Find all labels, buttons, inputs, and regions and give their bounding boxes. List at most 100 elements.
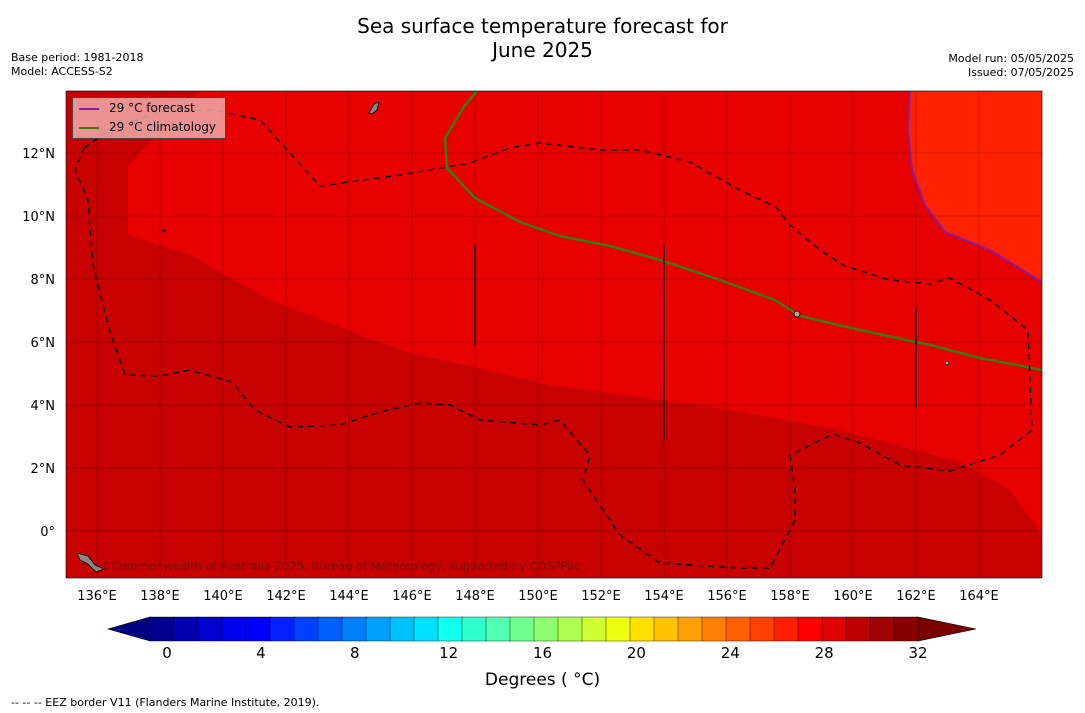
latitude-tick-label: 8°N — [31, 273, 56, 288]
legend-item-climatology: 29 °C climatology — [79, 119, 216, 135]
colorbar-segment — [149, 616, 175, 642]
sst-zone-warm — [128, 91, 1042, 535]
colorbar-segment — [269, 616, 295, 642]
colorbar-segment — [173, 616, 199, 642]
longitude-tick-label: 160°E — [833, 589, 873, 604]
latitude-tick-label: 6°N — [31, 336, 56, 351]
longitude-tick-label: 142°E — [266, 589, 306, 604]
climatology-29c-isotherm — [443, 90, 1043, 372]
map-title: Sea surface temperature forecast for Jun… — [0, 14, 1085, 62]
colorbar-tick-label: 8 — [350, 644, 360, 662]
latitude-tick-label: 12°N — [22, 147, 55, 162]
colorbar-segment — [653, 616, 679, 642]
grid-lines — [66, 91, 1042, 578]
colorbar-segment — [293, 616, 319, 642]
title-line-1: Sea surface temperature forecast for — [357, 14, 728, 38]
model-info: Base period: 1981-2018 Model: ACCESS-S2 — [11, 51, 143, 79]
longitude-tick-label: 152°E — [581, 589, 621, 604]
colorbar: 0 4 8 12 16 20 24 28 32 — [106, 616, 977, 662]
colorbar-tick-label: 4 — [256, 644, 266, 662]
base-period: Base period: 1981-2018 — [11, 51, 144, 64]
colorbar-segment — [773, 616, 799, 642]
model-run-date: Model run: 05/05/2025 — [948, 52, 1074, 65]
colorbar-tick-label: 0 — [162, 644, 172, 662]
longitude-tick-label: 156°E — [707, 589, 747, 604]
longitude-tick-label: 136°E — [77, 589, 117, 604]
colorbar-segment — [221, 616, 247, 642]
longitude-tick-labels: 136°E 138°E 140°E 142°E 144°E 146°E 148°E 150°E… — [77, 589, 999, 604]
title-line-2: June 2025 — [492, 38, 593, 62]
latitude-tick-label: 4°N — [31, 399, 56, 414]
colorbar-segment — [317, 616, 343, 642]
map-panel — [65, 90, 1043, 579]
longitude-tick-label: 144°E — [329, 589, 369, 604]
colorbar-segment — [245, 616, 271, 642]
colorbar-segment — [701, 616, 727, 642]
colorbar-segment — [677, 616, 703, 642]
island — [162, 229, 166, 233]
island — [944, 360, 950, 366]
colorbar-segment — [485, 616, 511, 642]
latitude-tick-labels: 12°N 10°N 8°N 6°N 4°N 2°N 0° — [22, 147, 55, 540]
sst-zone-hot — [908, 91, 1042, 282]
colorbar-segment — [629, 616, 655, 642]
colorbar-tick-label: 32 — [908, 644, 927, 662]
colorbar-segment — [557, 616, 583, 642]
island-coast — [76, 552, 106, 573]
colorbar-max-extension — [917, 616, 977, 642]
longitude-tick-label: 162°E — [896, 589, 936, 604]
colorbar-tick-label: 20 — [627, 644, 646, 662]
colorbar-segment — [461, 616, 487, 642]
colorbar-segment — [749, 616, 775, 642]
island — [368, 101, 380, 115]
forecast-29c-isotherm — [906, 90, 1043, 283]
colorbar-segment — [797, 616, 823, 642]
colorbar-segment — [197, 616, 223, 642]
legend-label-climatology: 29 °C climatology — [109, 120, 217, 134]
colorbar-segment — [605, 616, 631, 642]
longitude-tick-label: 158°E — [770, 589, 810, 604]
colorbar-segment — [533, 616, 559, 642]
colorbar-unit-label: Degrees ( °C) — [484, 670, 601, 690]
latitude-tick-label: 10°N — [22, 210, 55, 225]
colorbar-tick-label: 28 — [815, 644, 834, 662]
longitude-tick-label: 164°E — [959, 589, 999, 604]
colorbar-segment — [869, 616, 895, 642]
colorbar-segment — [437, 616, 463, 642]
colorbar-segment — [725, 616, 751, 642]
longitude-tick-label: 138°E — [140, 589, 180, 604]
colorbar-segment — [413, 616, 439, 642]
colorbar-segment — [845, 616, 871, 642]
eez-footnote: -- -- -- EEZ border V11 (Flanders Marine… — [11, 696, 320, 709]
map-legend: 29 °C forecast 29 °C climatology — [72, 97, 226, 139]
colorbar-tick-label: 24 — [721, 644, 740, 662]
issued-date: Issued: 07/05/2025 — [967, 66, 1074, 79]
legend-label-forecast: 29 °C forecast — [109, 101, 195, 115]
longitude-tick-label: 140°E — [203, 589, 243, 604]
colorbar-segment — [341, 616, 367, 642]
colorbar-segment — [365, 616, 391, 642]
colorbar-segment — [509, 616, 535, 642]
colorbar-segment — [821, 616, 847, 642]
longitude-tick-label: 150°E — [518, 589, 558, 604]
longitude-tick-label: 154°E — [644, 589, 684, 604]
longitude-tick-label: 146°E — [392, 589, 432, 604]
eez-border — [74, 109, 1033, 569]
model-name: Model: ACCESS-S2 — [11, 65, 113, 78]
run-info: Model run: 05/05/2025 Issued: 07/05/2025 — [948, 52, 1074, 80]
legend-swatch-forecast — [79, 107, 99, 110]
colorbar-segment — [893, 616, 919, 642]
longitude-tick-label: 148°E — [455, 589, 495, 604]
colorbar-tick-label: 12 — [439, 644, 458, 662]
colorbar-segment — [389, 616, 415, 642]
colorbar-segment — [581, 616, 607, 642]
latitude-tick-label: 2°N — [31, 462, 56, 477]
copyright-notice: ©Commonwealth of Australia 2025, Bureau … — [100, 559, 581, 573]
latitude-tick-label: 0° — [40, 525, 55, 540]
island — [793, 310, 801, 318]
colorbar-tick-label: 16 — [533, 644, 552, 662]
legend-swatch-climatology — [79, 126, 99, 129]
colorbar-min-extension — [106, 616, 151, 642]
map-frame — [65, 90, 1043, 579]
